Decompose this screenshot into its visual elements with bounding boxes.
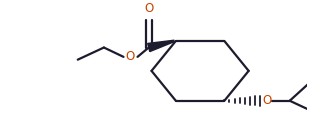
Text: O: O: [144, 2, 153, 15]
Polygon shape: [148, 40, 174, 52]
Text: O: O: [263, 94, 272, 107]
Text: O: O: [125, 50, 135, 63]
